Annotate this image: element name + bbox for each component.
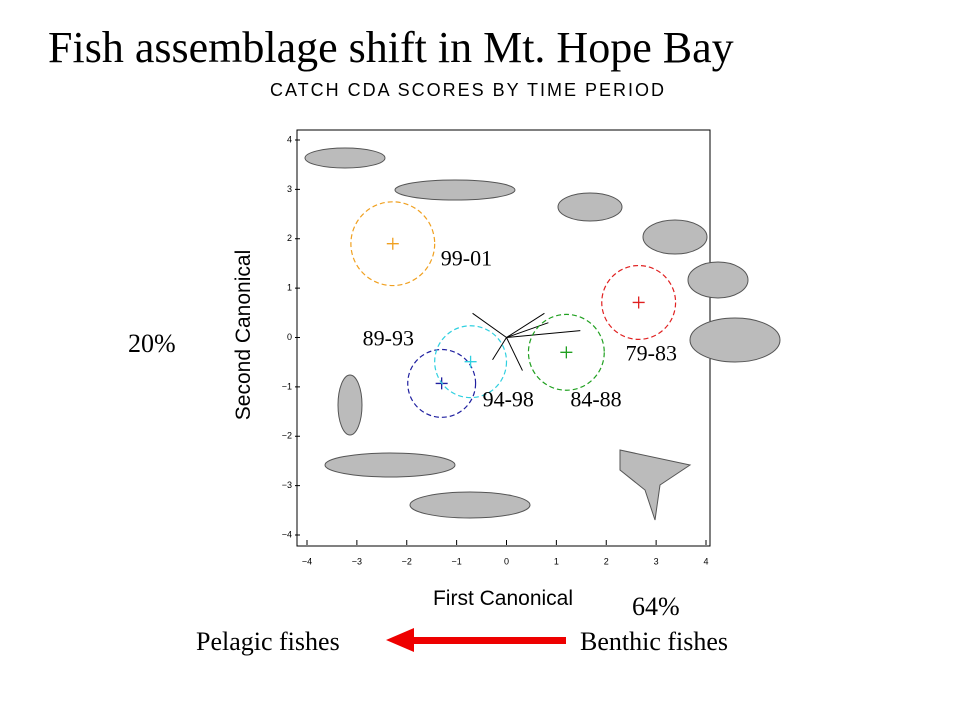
x-tick-label: 3 xyxy=(654,556,659,566)
pelagic-label: Pelagic fishes xyxy=(196,627,340,656)
loading-vector xyxy=(506,330,581,338)
x-tick-label: 0 xyxy=(504,556,509,566)
subtitle: CATCH CDA SCORES BY TIME PERIOD xyxy=(270,80,666,100)
loading-vector xyxy=(472,312,507,338)
x-variance: 64% xyxy=(632,592,680,621)
x-tick-label: 2 xyxy=(604,556,609,566)
y-tick-label: −1 xyxy=(282,381,292,391)
x-axis-label: First Canonical xyxy=(433,587,573,610)
y-tick-label: 0 xyxy=(287,332,292,342)
x-tick-label: −3 xyxy=(352,556,362,566)
y-variance: 20% xyxy=(128,329,176,358)
confidence-circle xyxy=(601,264,677,340)
benthic-label: Benthic fishes xyxy=(580,627,728,656)
period-label: 84-88 xyxy=(570,386,621,411)
centroid xyxy=(464,355,477,368)
loading-vector xyxy=(506,312,545,338)
y-axis-label: Second Canonical xyxy=(232,250,255,420)
y-tick-label: −2 xyxy=(282,431,292,441)
centroid xyxy=(560,346,573,359)
confidence-circle xyxy=(407,348,477,418)
shift-arrow xyxy=(386,628,566,652)
confidence-circle xyxy=(527,313,605,391)
y-tick-label: 3 xyxy=(287,184,292,194)
loading-vector xyxy=(506,322,549,338)
fish-illustrations xyxy=(304,147,781,521)
x-tick-label: 4 xyxy=(703,556,708,566)
y-tick-label: 4 xyxy=(287,134,292,144)
y-tick-label: 2 xyxy=(287,233,292,243)
centroid xyxy=(632,296,645,309)
x-tick-label: 1 xyxy=(554,556,559,566)
y-tick-label: −3 xyxy=(282,480,292,490)
loading-vector xyxy=(492,337,507,360)
x-tick-label: −2 xyxy=(402,556,412,566)
period-label: 99-01 xyxy=(441,246,492,271)
loading-vector xyxy=(506,337,523,371)
x-tick-label: −4 xyxy=(302,556,312,566)
x-tick-label: −1 xyxy=(451,556,461,566)
title: Fish assemblage shift in Mt. Hope Bay xyxy=(48,23,734,72)
period-label: 89-93 xyxy=(363,325,414,350)
confidence-circle xyxy=(434,325,508,399)
period-label: 79-83 xyxy=(626,340,677,365)
y-tick-label: 1 xyxy=(287,283,292,293)
period-label: 94-98 xyxy=(483,387,534,412)
confidence-circle xyxy=(350,201,436,287)
centroid xyxy=(386,237,399,250)
y-tick-label: −4 xyxy=(282,529,292,539)
